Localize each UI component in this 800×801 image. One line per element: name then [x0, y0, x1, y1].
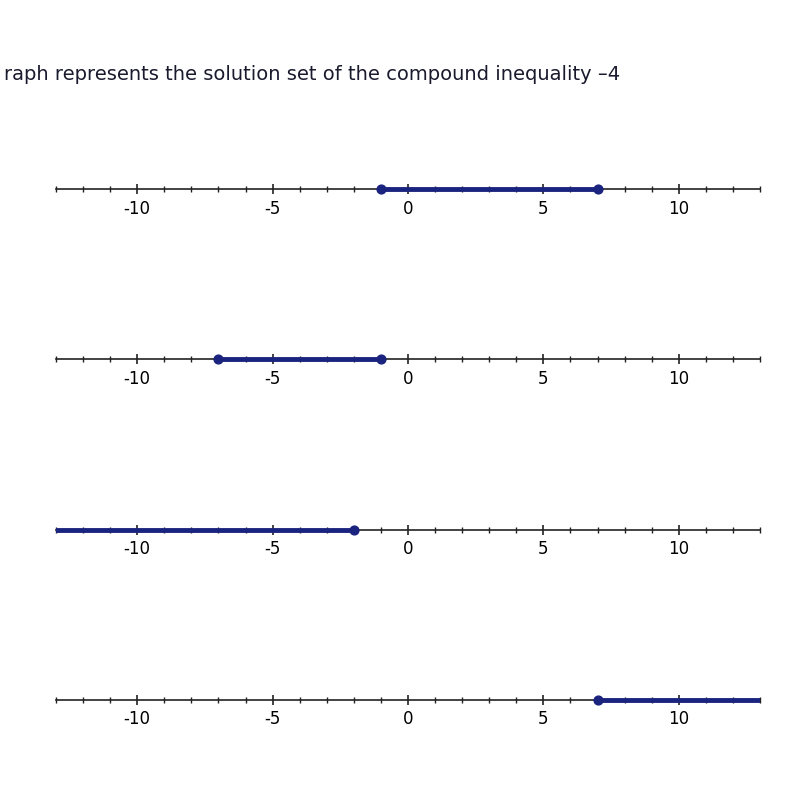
Point	[374, 353, 387, 366]
Point	[591, 183, 604, 195]
Point	[374, 183, 387, 195]
Point	[347, 523, 360, 536]
Point	[212, 353, 225, 366]
Point	[591, 694, 604, 706]
Text: raph represents the solution set of the compound inequality –4: raph represents the solution set of the …	[4, 65, 620, 83]
